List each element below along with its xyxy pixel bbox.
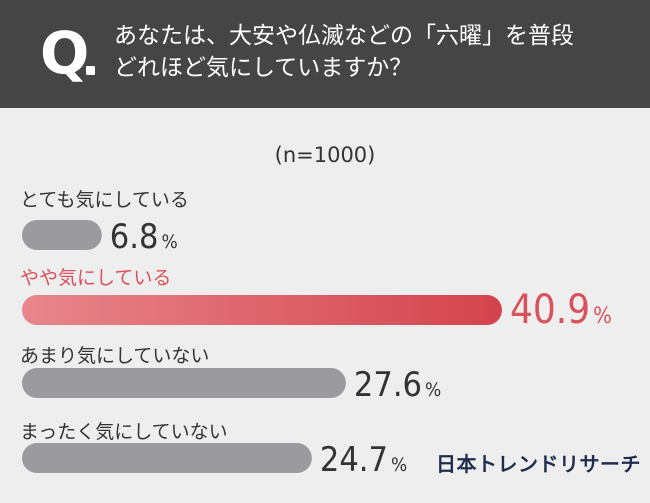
bar-4 — [22, 443, 312, 473]
value-label-4: 24.7% — [320, 440, 407, 480]
value-label-2: 40.9% — [510, 287, 612, 333]
value-label-1: 6.8% — [110, 217, 178, 257]
category-label-2: やや気にしている — [20, 267, 172, 289]
question-q-dot — [86, 66, 95, 75]
brand-logo: 日本トレンドリサーチ — [436, 452, 641, 476]
question-line-2: どれほど気にしていますか？ — [114, 55, 413, 81]
value-label-3: 27.6% — [354, 365, 441, 405]
question-line-1: あなたは、大安や仏滅などの「六曜」を普段 — [114, 23, 574, 49]
bar-1 — [22, 220, 102, 250]
category-label-1: とても気にしている — [20, 189, 189, 211]
question-header: Q あなたは、大安や仏滅などの「六曜」を普段 どれほど気にしていますか？ — [0, 0, 650, 108]
bar-3 — [22, 368, 346, 398]
sample-size: (n=1000) — [274, 143, 376, 167]
question-q-letter: Q — [40, 19, 90, 87]
category-label-3: あまり気にしていない — [20, 345, 210, 367]
question-text: あなたは、大安や仏滅などの「六曜」を普段 どれほど気にしていますか？ — [114, 20, 634, 84]
bar-2 — [22, 295, 502, 325]
category-label-4: まったく気にしていない — [20, 421, 228, 443]
